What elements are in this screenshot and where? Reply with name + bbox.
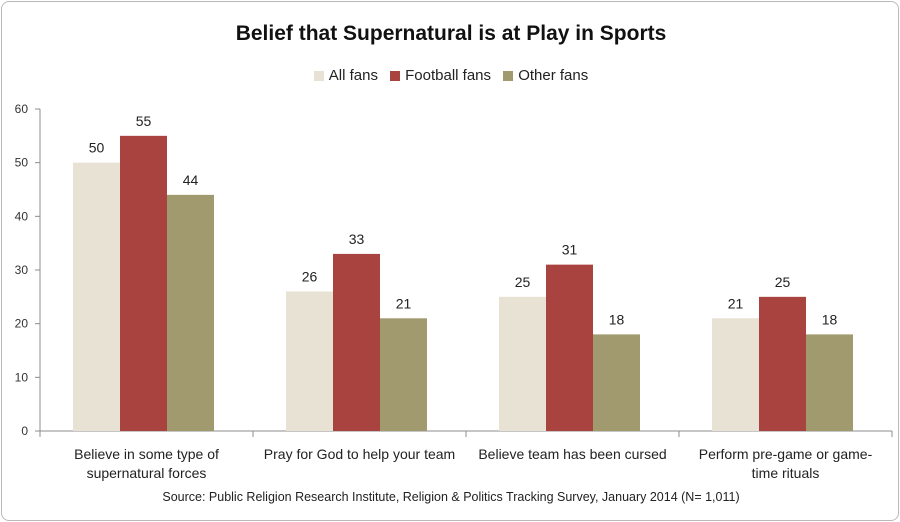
bar-other-fans [806, 334, 853, 431]
legend-label-football-fans: Football fans [405, 67, 492, 84]
bar-value-label: 18 [609, 311, 625, 327]
legend-item-all-fans: All fans [313, 67, 378, 84]
legend-swatch-football-fans [390, 70, 401, 81]
y-tick-label: 10 [15, 370, 29, 384]
y-tick-label: 60 [15, 102, 29, 116]
x-category-label: Believe team has been cursed [478, 446, 666, 462]
bar-value-label: 18 [822, 311, 838, 327]
y-tick-label: 40 [15, 209, 29, 223]
bar-football-fans [120, 135, 167, 432]
bar-all-fans [499, 296, 546, 431]
bar-value-label: 25 [775, 274, 791, 290]
legend-label-other-fans: Other fans [518, 67, 589, 84]
legend-label-all-fans: All fans [328, 67, 378, 84]
legend-item-football-fans: Football fans [390, 67, 491, 84]
y-tick-label: 50 [15, 156, 29, 170]
bar-value-label: 55 [136, 113, 152, 129]
bar-other-fans [593, 334, 640, 431]
legend: All fans Football fans Other fans [2, 67, 898, 85]
bar-value-label: 33 [349, 231, 365, 247]
x-category-label: Pray for God to help your team [264, 446, 455, 462]
x-category-label: Perform pre-game or game- [699, 446, 873, 462]
legend-swatch-all-fans [313, 70, 324, 81]
bar-value-label: 25 [515, 274, 531, 290]
bar-all-fans [286, 291, 333, 431]
y-tick-label: 0 [21, 424, 28, 438]
x-category-label: supernatural forces [87, 465, 207, 481]
legend-item-other-fans: Other fans [503, 67, 588, 84]
bar-value-label: 50 [89, 140, 105, 156]
bar-value-label: 31 [562, 242, 578, 258]
bar-football-fans [333, 253, 380, 431]
legend-swatch-other-fans [503, 70, 514, 81]
bar-value-label: 21 [728, 295, 744, 311]
bar-other-fans [167, 194, 214, 431]
source-note: Source: Public Religion Research Institu… [162, 490, 740, 504]
bar-football-fans [546, 264, 593, 431]
bar-football-fans [759, 296, 806, 431]
x-category-label: time rituals [752, 465, 820, 481]
bar-other-fans [380, 318, 427, 431]
bar-all-fans [712, 318, 759, 431]
bar-value-label: 21 [396, 295, 412, 311]
x-category-label: Believe in some type of [74, 446, 219, 462]
bar-value-label: 44 [183, 172, 199, 188]
y-tick-label: 30 [15, 263, 29, 277]
chart-title: Belief that Supernatural is at Play in S… [235, 22, 667, 45]
y-tick-label: 20 [15, 317, 29, 331]
bar-all-fans [73, 162, 120, 431]
bar-value-label: 26 [302, 268, 318, 284]
